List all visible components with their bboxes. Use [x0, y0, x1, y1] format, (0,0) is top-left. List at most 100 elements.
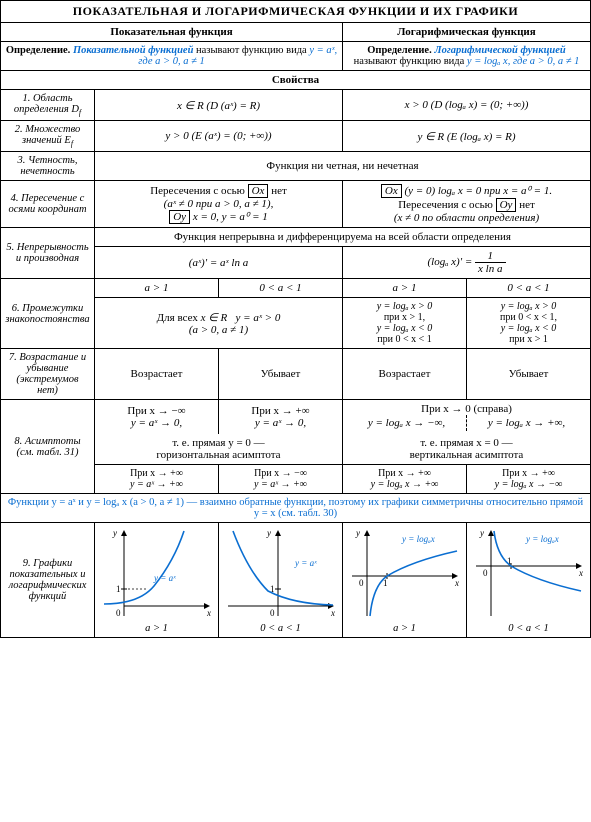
text: y = aˣ → +∞: [254, 479, 307, 490]
graph-svg: x y 1 y = aˣ 0: [99, 526, 214, 621]
cell-log-a1: y = logₐ x > 0 при x > 1, y = logₐ x < 0…: [343, 298, 467, 349]
text: (y = 0) logₐ x = 0 при x = a⁰ = 1.: [402, 185, 552, 197]
text: y = logₐ x < 0: [501, 323, 557, 334]
cell: При x → −∞ y = aˣ → +∞: [219, 465, 343, 494]
curve-label: y = aˣ: [153, 573, 176, 583]
text: y = logₐ x → +∞: [371, 479, 439, 490]
svg-text:0: 0: [116, 608, 121, 618]
text: Пересечения с осью: [150, 185, 247, 197]
row-label: 8. Асимптоты (см. табл. 31): [1, 400, 95, 494]
numerator: 1: [475, 250, 505, 263]
text: y = aˣ → 0,: [255, 417, 306, 429]
text: (logₐ x)′ =: [427, 256, 472, 268]
text: при 0 < x < 1,: [500, 312, 557, 323]
text: При x → −∞: [127, 405, 185, 417]
row-label: 5. Непрерывность и производная: [1, 228, 95, 279]
cell: Возрастает: [95, 349, 219, 400]
svg-text:y: y: [112, 528, 117, 538]
def-formula: y = logₐ x, где a > 0, a ≠ 1: [467, 56, 579, 67]
text: (aˣ ≠ 0 при a > 0, a ≠ 1),: [164, 198, 274, 210]
text: y = aˣ → +∞: [130, 479, 183, 490]
svg-text:x: x: [578, 568, 583, 578]
subhead: 0 < a < 1: [219, 279, 343, 298]
definition-log: Определение. Логарифмической функцией на…: [343, 42, 591, 71]
inverse-note: Функции y = aˣ и y = logₐ x (a > 0, a ≠ …: [1, 494, 591, 523]
text: y = logₐ x > 0: [377, 301, 433, 312]
graph-caption: a > 1: [99, 623, 214, 634]
cell-log: (logₐ x)′ = 1x ln a: [343, 247, 591, 279]
cell: При x → +∞ y = logₐ x → −∞: [467, 465, 591, 494]
text: y = logₐ x → −∞,: [347, 415, 467, 431]
svg-text:y: y: [266, 528, 271, 538]
axis-box: Ox: [381, 184, 402, 198]
cell-exp: Пересечения с осью Ox нет (aˣ ≠ 0 при a …: [95, 181, 343, 228]
cell: Убывает: [467, 349, 591, 400]
cell-both: Функция ни четная, ни нечетная: [95, 152, 591, 181]
svg-text:y: y: [479, 528, 484, 538]
graph-exp-a1: x y 1 y = aˣ 0 a > 1: [95, 523, 219, 638]
cell: При x → −∞ y = aˣ → 0,: [95, 400, 219, 435]
text: (x ≠ 0 по области определения): [394, 212, 539, 224]
cell-log-a2: y = logₐ x > 0 при 0 < x < 1, y = logₐ x…: [467, 298, 591, 349]
row-label: 3. Четность, нечетность: [1, 152, 95, 181]
cell-both: Функция непрерывна и дифференцируема на …: [95, 228, 591, 247]
denominator: x ln a: [475, 263, 505, 275]
definition-exp: Определение. Показательной функцией назы…: [1, 42, 343, 71]
reference-table: ПОКАЗАТЕЛЬНАЯ И ЛОГАРИФМИЧЕСКАЯ ФУНКЦИИ …: [0, 0, 591, 638]
text: При x → +∞: [502, 468, 555, 479]
text: При x → −∞: [254, 468, 307, 479]
graph-caption: a > 1: [347, 623, 462, 634]
col-header-log: Логарифмическая функция: [343, 23, 591, 42]
def-term: Логарифмической функцией: [434, 45, 565, 56]
text: При x → +∞: [251, 405, 309, 417]
cell-log: x > 0 (D (logₐ x) = (0; +∞)): [343, 90, 591, 121]
text: y = logₐ x → −∞: [495, 479, 563, 490]
curve-label: y = aˣ: [294, 558, 317, 568]
col-header-exp: Показательная функция: [1, 23, 343, 42]
cell-exp: (aˣ)′ = aˣ ln a: [95, 247, 343, 279]
cell: При x → 0 (справа) y = logₐ x → −∞, y = …: [343, 400, 591, 435]
def-label: Определение.: [367, 45, 432, 56]
row-label: 1. Область определения Df: [1, 90, 95, 121]
text: y = logₐ x > 0: [501, 301, 557, 312]
graph-log-a2: x y 1 y = logₐx 0 0 < a < 1: [467, 523, 591, 638]
text: нет: [516, 199, 534, 211]
graph-log-a1: x y 1 y = logₐx 0 a > 1: [343, 523, 467, 638]
row-label: 9. Графики показательных и логарифмическ…: [1, 523, 95, 638]
text: При x → 0 (справа): [421, 403, 512, 415]
def-label: Определение.: [6, 45, 71, 56]
text: y = aˣ → 0,: [131, 417, 182, 429]
page-title: ПОКАЗАТЕЛЬНАЯ И ЛОГАРИФМИЧЕСКАЯ ФУНКЦИИ …: [1, 1, 591, 23]
fraction: 1x ln a: [475, 250, 505, 275]
graph-exp-a2: x y 1 y = aˣ 0 0 < a < 1: [219, 523, 343, 638]
svg-text:0: 0: [270, 608, 275, 618]
text: y = logₐ x < 0: [377, 323, 433, 334]
cell: т. е. прямая x = 0 — вертикальная асимпт…: [343, 434, 591, 465]
cell: Возрастает: [343, 349, 467, 400]
curve-label: y = logₐx: [525, 534, 559, 544]
subhead: a > 1: [343, 279, 467, 298]
text: при x > 1,: [384, 312, 425, 323]
graph-caption: 0 < a < 1: [223, 623, 338, 634]
svg-text:x: x: [454, 578, 459, 588]
def-term: Показательной функцией: [73, 45, 193, 56]
text: при 0 < x < 1: [377, 334, 431, 345]
cell-exp: Для всех x ∈ R y = aˣ > 0 (a > 0, a ≠ 1): [95, 298, 343, 349]
text: нет: [268, 185, 286, 197]
text: При x → +∞: [130, 468, 183, 479]
svg-text:0: 0: [359, 578, 364, 588]
graph-svg: x y 1 y = aˣ 0: [223, 526, 338, 621]
svg-text:x: x: [330, 608, 335, 618]
properties-header: Свойства: [1, 71, 591, 90]
cell: При x → +∞ y = aˣ → +∞: [95, 465, 219, 494]
row-label: 2. Множество значений Ef: [1, 121, 95, 152]
text: т. е. прямая x = 0 —: [420, 437, 512, 449]
svg-text:0: 0: [483, 568, 488, 578]
text: горизонтальная асимптота: [156, 449, 280, 461]
text: при x > 1: [509, 334, 548, 345]
text: т. е. прямая y = 0 —: [172, 437, 264, 449]
cell: При x → +∞ y = aˣ → 0,: [219, 400, 343, 435]
cell-exp: x ∈ R (D (aˣ) = R): [95, 90, 343, 121]
cell: т. е. прямая y = 0 — горизонтальная асим…: [95, 434, 343, 465]
axis-box: Oy: [169, 210, 190, 224]
